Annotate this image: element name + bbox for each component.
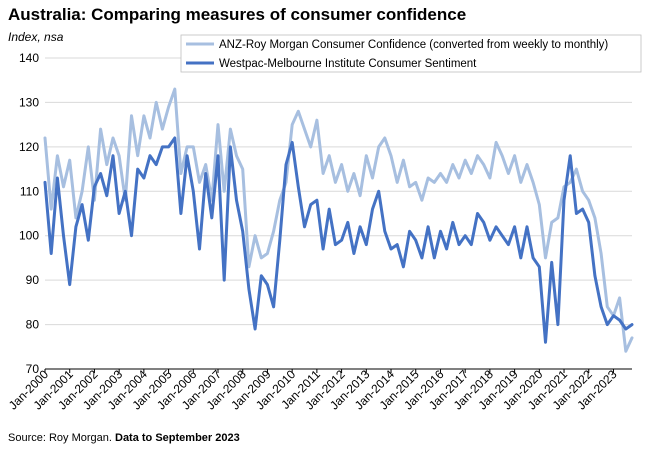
y-tick-label: 140 (19, 51, 39, 65)
y-tick-label: 130 (19, 95, 39, 109)
y-tick-label: 110 (20, 184, 39, 198)
chart-title: Australia: Comparing measures of consume… (8, 5, 467, 24)
legend-label-westpac: Westpac-Melbourne Institute Consumer Sen… (219, 58, 477, 70)
series-line-westpac (43, 136, 634, 344)
series-lines (43, 87, 634, 353)
gridlines (45, 57, 632, 326)
source-note: Source: Roy Morgan. Data to September 20… (8, 432, 240, 444)
y-tick-label: 70 (26, 362, 40, 376)
legend-label-anz: ANZ-Roy Morgan Consumer Confidence (conv… (219, 39, 608, 51)
legend-box (180, 34, 642, 73)
y-tick-label: 90 (26, 273, 40, 287)
y-axis-unit-label: Index, nsa (8, 30, 64, 44)
y-tick-label: 100 (19, 229, 39, 243)
axes: 708090100110120130140Jan-2000Jan-2001Jan… (6, 51, 632, 413)
source-prefix: Source: Roy Morgan. (8, 432, 112, 444)
legend: ANZ-Roy Morgan Consumer Confidence (conv… (180, 34, 642, 73)
y-tick-label: 120 (19, 140, 39, 154)
source-emphasis: Data to September 2023 (115, 432, 240, 444)
series-line-anz (43, 87, 634, 353)
y-tick-label: 80 (26, 318, 40, 332)
